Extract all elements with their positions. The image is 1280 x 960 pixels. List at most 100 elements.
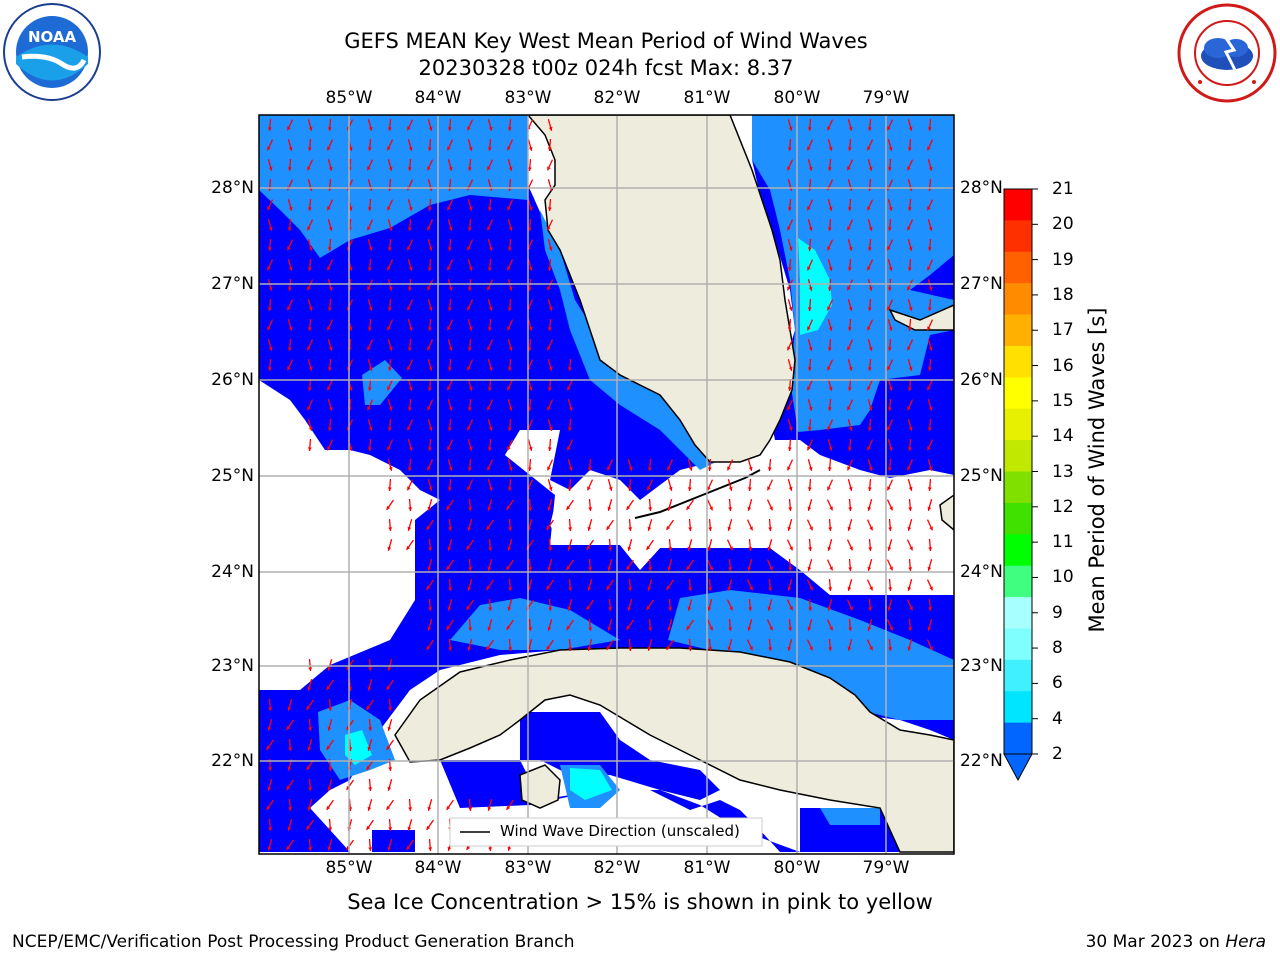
wind-wave-arrowhead <box>528 507 533 511</box>
wind-wave-arrowhead <box>267 307 272 311</box>
wind-wave-arrowhead <box>427 286 431 291</box>
latitude-tick-label-right: 22°N <box>960 751 1003 771</box>
wind-wave-arrowhead <box>687 487 692 491</box>
longitude-tick-label-top: 85°W <box>325 88 373 108</box>
wind-wave-arrowhead <box>388 406 393 411</box>
wind-wave-arrowhead <box>268 346 273 351</box>
wind-wave-arrowhead <box>488 547 493 551</box>
wind-wave-arrowhead <box>927 206 931 211</box>
wind-wave-arrowhead <box>587 646 592 651</box>
wind-wave-arrowhead <box>387 846 392 851</box>
wind-wave-arrowhead <box>367 686 372 691</box>
wind-wave-arrowhead <box>426 645 431 650</box>
wind-wave-arrowhead <box>467 646 472 651</box>
wind-wave-arrowhead <box>807 566 812 571</box>
wind-wave-arrowhead <box>447 127 452 131</box>
wind-wave-arrowhead <box>807 127 812 131</box>
wind-wave-arrowhead <box>709 626 713 631</box>
colorbar-segment <box>1004 502 1032 535</box>
wind-wave-arrowhead <box>867 326 871 331</box>
wind-wave-arrowhead <box>608 486 613 491</box>
wind-wave-arrowhead <box>508 346 513 351</box>
wind-wave-arrowhead <box>666 645 671 650</box>
wind-wave-arrowhead <box>568 647 573 651</box>
wind-wave-arrowhead <box>427 147 432 151</box>
wave-period-band-6-8 <box>798 238 832 335</box>
wind-wave-arrowhead <box>308 426 313 431</box>
wind-wave-arrowhead <box>288 326 293 331</box>
wind-wave-arrowhead <box>527 347 532 351</box>
wind-wave-arrowhead <box>306 705 311 710</box>
wind-wave-arrowhead <box>787 226 791 231</box>
wind-wave-arrowhead <box>768 587 773 591</box>
wind-wave-arrowhead <box>807 326 811 331</box>
wind-wave-arrowhead <box>908 507 913 511</box>
wind-wave-arrowhead <box>287 167 292 171</box>
isle-of-youth-land <box>519 764 561 809</box>
wind-wave-arrowhead <box>787 387 792 391</box>
wind-wave-arrowhead <box>267 367 272 371</box>
wind-wave-arrowhead <box>586 605 591 610</box>
wind-wave-arrowhead <box>288 807 293 811</box>
colorbar-segment <box>1004 628 1032 661</box>
latitude-tick-label-right: 27°N <box>960 274 1003 294</box>
wind-wave-arrowhead <box>788 126 793 131</box>
wind-wave-arrowhead <box>907 226 911 231</box>
wind-wave-arrowhead <box>467 246 471 251</box>
wind-wave-arrowhead <box>267 726 272 731</box>
wind-wave-arrowhead <box>548 366 553 371</box>
wind-wave-arrowhead <box>686 625 691 630</box>
wind-wave-arrowhead <box>887 486 891 491</box>
wind-wave-arrowhead <box>748 607 753 611</box>
wind-wave-arrowhead <box>388 827 393 831</box>
wind-wave-arrowhead <box>467 526 472 531</box>
wind-wave-arrowhead <box>508 587 513 591</box>
wind-wave-arrowhead <box>328 827 333 831</box>
wind-wave-arrowhead <box>448 346 453 351</box>
wind-wave-arrowhead <box>547 166 551 171</box>
wind-wave-arrowhead <box>807 487 812 491</box>
wind-wave-arrowhead <box>307 327 312 331</box>
wind-wave-arrowhead <box>908 426 913 431</box>
wave-period-band-6-8-south <box>570 768 612 800</box>
wind-wave-arrowhead <box>927 367 932 371</box>
wind-wave-arrowhead <box>548 486 553 491</box>
wind-wave-arrowhead <box>487 327 492 331</box>
wind-wave-arrowhead <box>929 586 933 591</box>
wind-wave-arrowhead <box>428 426 433 431</box>
wind-wave-arrowhead <box>447 266 451 271</box>
wind-wave-arrowhead <box>367 346 371 351</box>
wind-wave-arrowhead <box>447 386 451 391</box>
wind-wave-arrowhead <box>328 226 333 231</box>
colorbar-segment <box>1004 440 1032 472</box>
wind-wave-arrowhead <box>407 407 412 411</box>
wind-wave-arrowhead <box>567 487 572 491</box>
wind-wave-arrowhead <box>867 127 872 131</box>
wind-wave-arrowhead <box>387 307 392 311</box>
wind-wave-arrowhead <box>488 366 493 371</box>
wind-wave-arrowhead <box>407 486 411 491</box>
wind-wave-arrowhead <box>467 167 472 171</box>
wind-wave-arrowhead <box>387 726 392 731</box>
wind-wave-arrowhead <box>468 567 473 571</box>
wind-wave-arrowhead <box>367 806 372 811</box>
wind-wave-arrowhead <box>888 386 893 391</box>
wind-wave-arrowhead <box>908 246 913 251</box>
wind-wave-arrowhead <box>688 466 693 471</box>
wind-wave-arrowhead <box>267 206 271 211</box>
wind-wave-arrowhead <box>407 366 411 371</box>
wind-wave-arrowhead <box>386 505 391 510</box>
wind-wave-arrowhead <box>386 685 391 690</box>
wind-wave-arrowhead <box>506 565 511 570</box>
noaa-logo-text: NOAA <box>28 28 77 46</box>
wind-wave-arrowhead <box>807 247 812 251</box>
wind-wave-arrowhead <box>447 307 452 311</box>
wind-wave-arrowhead <box>428 486 433 491</box>
wind-wave-arrowhead <box>908 567 913 571</box>
wind-wave-arrowhead <box>887 606 892 611</box>
colorbar-segment <box>1004 722 1032 755</box>
wind-wave-arrowhead <box>466 845 471 850</box>
wind-wave-arrowhead <box>547 406 551 411</box>
legend-label: Wind Wave Direction (unscaled) <box>500 822 740 840</box>
sea-ice-caption: Sea Ice Concentration > 15% is shown in … <box>347 890 933 914</box>
